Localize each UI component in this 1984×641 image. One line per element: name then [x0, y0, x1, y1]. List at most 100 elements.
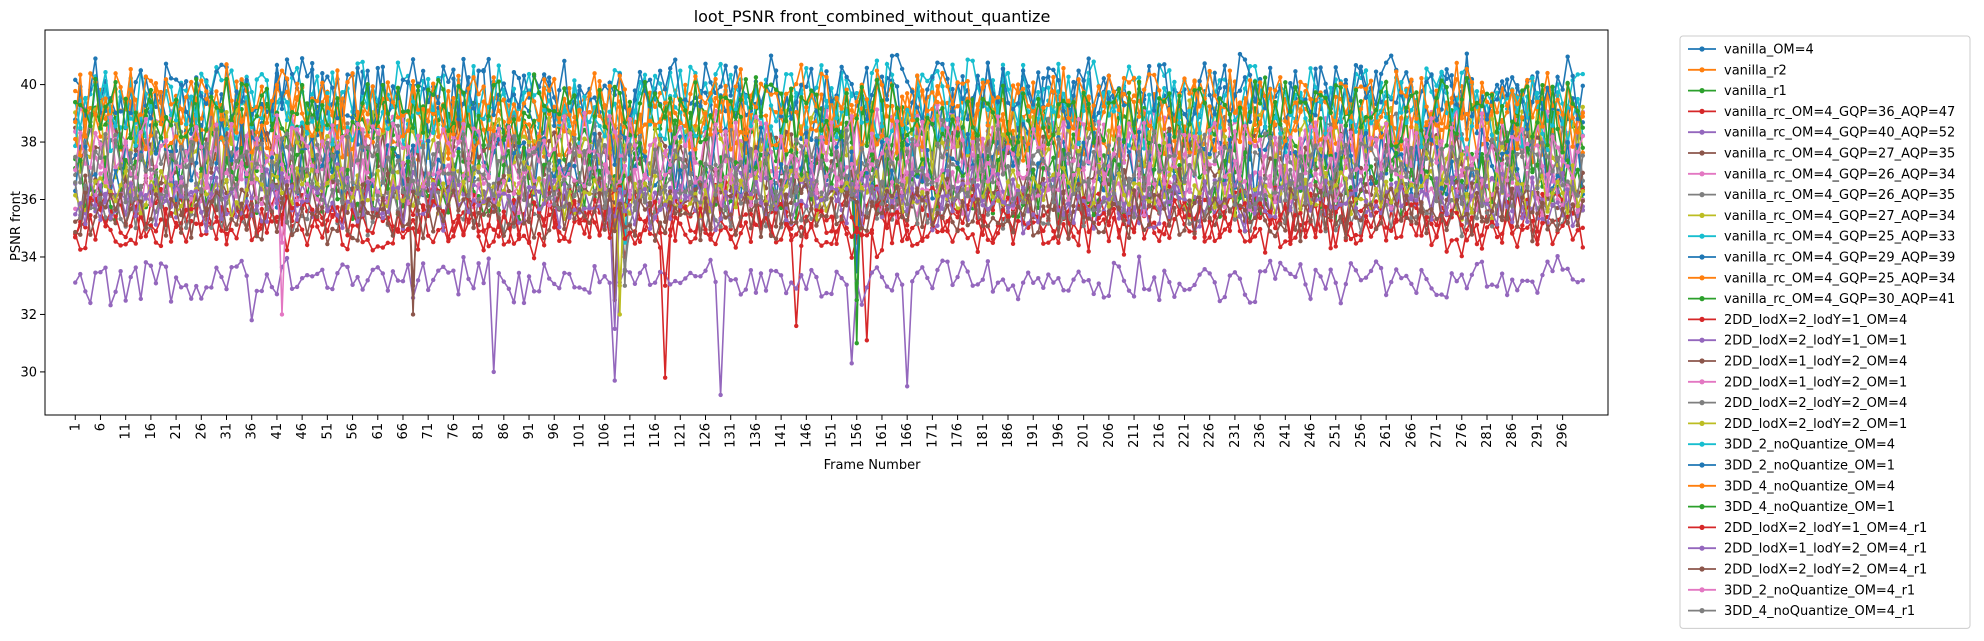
- data-point: [436, 170, 441, 176]
- data-point: [1318, 137, 1323, 142]
- data-point: [1580, 145, 1585, 150]
- data-point: [1131, 294, 1137, 299]
- data-point: [1520, 223, 1525, 228]
- data-point: [168, 140, 174, 146]
- data-point: [1479, 155, 1485, 160]
- data-point: [108, 303, 113, 308]
- data-point: [768, 124, 774, 129]
- data-point: [370, 177, 375, 182]
- data-point: [1348, 261, 1354, 266]
- data-point: [804, 154, 809, 159]
- data-point: [1101, 109, 1107, 115]
- data-point: [819, 92, 824, 97]
- data-point: [657, 133, 663, 138]
- data-point: [1489, 133, 1495, 138]
- data-point: [1121, 252, 1127, 257]
- data-point: [592, 131, 597, 137]
- chart-title: loot_PSNR front_combined_without_quantiz…: [694, 7, 1051, 27]
- data-point: [1252, 150, 1258, 155]
- data-point: [1383, 114, 1389, 120]
- data-point: [219, 92, 224, 97]
- data-point: [536, 134, 542, 139]
- data-point: [103, 116, 108, 121]
- data-point: [864, 65, 870, 71]
- data-point: [1575, 167, 1580, 173]
- data-point: [340, 242, 345, 247]
- data-point: [1010, 210, 1016, 216]
- data-point: [1293, 149, 1298, 155]
- data-point: [1515, 244, 1520, 249]
- data-point: [294, 140, 300, 145]
- data-point: [743, 220, 749, 225]
- data-point: [431, 130, 436, 135]
- data-point: [481, 148, 486, 153]
- data-point: [400, 279, 406, 284]
- data-point: [219, 274, 224, 280]
- data-point: [1479, 232, 1485, 238]
- data-point: [1298, 262, 1303, 267]
- data-point: [1131, 146, 1137, 151]
- data-point: [310, 133, 315, 139]
- data-point: [889, 179, 895, 185]
- data-point: [330, 286, 335, 292]
- data-point: [365, 278, 370, 283]
- data-point: [1439, 127, 1444, 133]
- data-point: [88, 212, 93, 218]
- data-point: [1187, 229, 1192, 234]
- data-point: [123, 298, 128, 303]
- data-point: [642, 154, 648, 159]
- data-point: [814, 274, 819, 280]
- data-point: [310, 60, 315, 66]
- data-point: [491, 75, 496, 80]
- data-point: [405, 128, 411, 133]
- data-point: [950, 282, 955, 288]
- data-point: [1414, 233, 1419, 238]
- data-point: [1207, 152, 1212, 157]
- data-point: [209, 175, 214, 181]
- data-point: [577, 285, 582, 290]
- data-point: [1036, 275, 1041, 281]
- data-point: [1101, 217, 1107, 222]
- data-point: [511, 299, 517, 305]
- data-point: [849, 255, 854, 260]
- data-point: [1399, 115, 1404, 121]
- data-point: [748, 267, 754, 273]
- data-point: [345, 264, 350, 270]
- data-point: [486, 213, 491, 218]
- data-point: [345, 246, 350, 252]
- data-point: [1157, 238, 1162, 244]
- data-point: [627, 99, 633, 105]
- data-point: [410, 312, 416, 317]
- data-point: [874, 107, 880, 112]
- data-point: [642, 72, 648, 78]
- data-point: [1555, 254, 1560, 259]
- data-point: [1313, 234, 1318, 240]
- data-point: [1061, 222, 1066, 227]
- data-point: [1187, 287, 1192, 292]
- data-point: [183, 149, 189, 154]
- data-point: [1010, 177, 1016, 182]
- data-point: [763, 288, 769, 293]
- data-point: [425, 233, 431, 238]
- data-point: [178, 106, 184, 112]
- data-point: [1494, 234, 1500, 240]
- data-point: [728, 147, 733, 152]
- data-point: [1454, 237, 1459, 242]
- data-point: [1510, 180, 1515, 185]
- data-point: [1222, 134, 1228, 140]
- data-point: [738, 231, 743, 236]
- data-point: [526, 140, 532, 145]
- data-point: [1257, 269, 1263, 274]
- data-point: [1494, 82, 1500, 88]
- data-point: [1449, 271, 1454, 276]
- data-point: [1328, 214, 1333, 220]
- data-point: [1207, 271, 1212, 276]
- data-point: [789, 132, 794, 137]
- data-point: [960, 74, 965, 79]
- data-point: [673, 211, 678, 216]
- data-point: [990, 179, 996, 185]
- data-point: [1399, 147, 1404, 152]
- data-point: [1056, 131, 1061, 136]
- data-point: [975, 137, 980, 142]
- data-point: [1303, 282, 1308, 287]
